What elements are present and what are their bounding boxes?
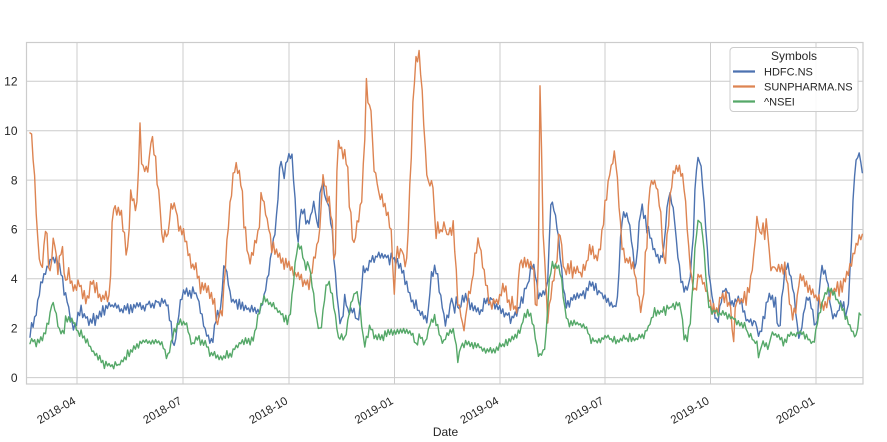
svg-text:6: 6 [11,223,18,237]
svg-text:HDFC.NS: HDFC.NS [764,66,813,78]
svg-text:Date: Date [433,425,459,437]
svg-text:4: 4 [11,272,18,286]
svg-text:^NSEI: ^NSEI [764,96,795,108]
svg-text:10: 10 [4,124,18,138]
svg-text:12: 12 [4,75,18,89]
svg-text:2: 2 [11,321,18,335]
svg-text:0: 0 [11,371,18,385]
svg-text:Symbols: Symbols [771,49,817,63]
svg-text:8: 8 [11,173,18,187]
svg-text:SUNPHARMA.NS: SUNPHARMA.NS [764,81,853,93]
